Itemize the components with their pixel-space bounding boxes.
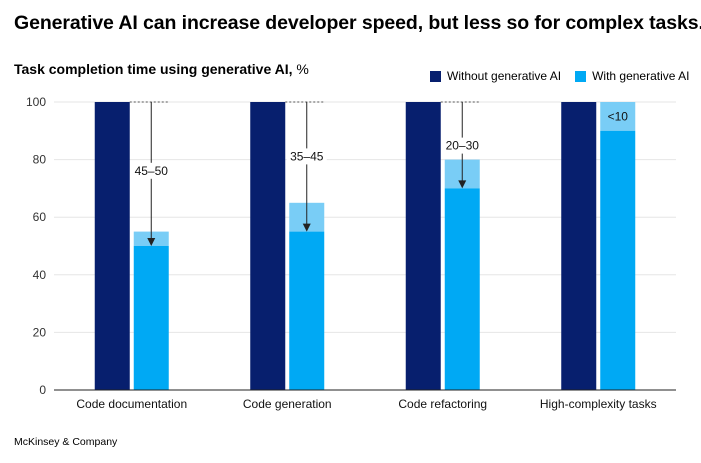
legend-swatch-with	[575, 70, 587, 82]
legend-item-without: Without generative AI	[430, 69, 561, 83]
legend-label-with: With generative AI	[592, 69, 690, 83]
y-tick-label-0: 0	[39, 383, 46, 397]
bar-with-1	[133, 246, 169, 390]
chart-headline: Generative AI can increase developer spe…	[14, 12, 701, 34]
source-credit: McKinsey & Company	[14, 436, 118, 448]
chart-legend: Without generative AI With generative AI	[430, 69, 701, 83]
savings-label-3: 20–30	[446, 139, 480, 153]
x-tick-label-2: Code generation	[243, 397, 332, 411]
savings-label-1: 45–50	[135, 164, 169, 178]
y-tick-label-60: 60	[33, 210, 47, 224]
bar-without-2	[250, 102, 286, 390]
savings-label-4: <10	[608, 109, 629, 123]
bar-with-4	[600, 130, 636, 391]
y-tick-label-100: 100	[26, 95, 46, 109]
y-tick-label-80: 80	[33, 153, 47, 167]
chart-title-text: Task completion time using generative AI…	[14, 61, 293, 77]
annotation-layer: 45–50 35–45 20–30 <10	[129, 101, 629, 246]
y-tick-label-40: 40	[33, 268, 47, 282]
arrow-head-1	[147, 238, 156, 246]
bar-layer	[94, 102, 636, 391]
label-bg-3	[442, 137, 483, 154]
legend-item-with: With generative AI	[575, 69, 689, 83]
arrow-head-2	[302, 223, 311, 232]
legend-label-without: Without generative AI	[447, 69, 562, 83]
arrow-head-3	[458, 180, 467, 189]
chart-title-unit: %	[296, 61, 309, 77]
bar-without-1	[94, 102, 130, 390]
bar-with-3	[444, 188, 480, 390]
legend-swatch-without	[430, 70, 441, 82]
bar-without-3	[405, 102, 441, 390]
label-bg-2	[286, 148, 327, 165]
x-tick-label-4: High-complexity tasks	[540, 397, 657, 411]
bar-savings-range-4	[600, 102, 636, 131]
x-tick-label-3: Code refactoring	[398, 397, 487, 411]
savings-label-2: 35–45	[290, 149, 324, 163]
bar-with-2	[289, 231, 325, 390]
axis-layer: 0 20 40 60 80 100 Code documentation Code gener…	[26, 95, 676, 411]
x-tick-label-1: Code documentation	[76, 397, 187, 411]
chart-title: Task completion time using generative AI…	[14, 61, 309, 77]
label-bg-1	[131, 162, 172, 179]
bar-without-4	[561, 102, 597, 390]
y-tick-label-20: 20	[33, 325, 47, 339]
